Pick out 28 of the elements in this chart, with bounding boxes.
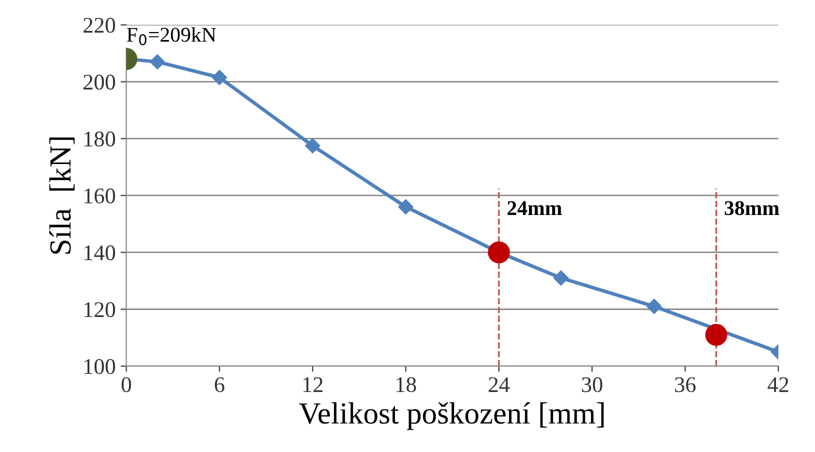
y-tick-label: 120 — [84, 302, 116, 318]
x-tick-label: 18 — [396, 377, 416, 392]
ref-line-label: 38mm — [724, 201, 780, 216]
y-tick-label: 140 — [84, 245, 116, 260]
y-tick-label: 100 — [84, 359, 116, 374]
point — [150, 54, 165, 70]
point — [398, 199, 414, 214]
y-tick-label: 220 — [84, 18, 116, 33]
x-tick-label: 0 — [122, 377, 132, 392]
point — [488, 241, 510, 264]
x-tick-label: 30 — [582, 377, 602, 392]
point — [646, 298, 662, 314]
x-tick-label: 42 — [768, 377, 788, 392]
x-tick-label: 24 — [488, 377, 510, 392]
point — [553, 270, 569, 286]
y-axis-title: Síla [kN] — [49, 138, 75, 254]
ref-line-label: 24mm — [508, 201, 562, 215]
x-axis-title: Velikost poškození [mm] — [299, 402, 604, 430]
y-tick-label: 200 — [84, 74, 116, 90]
x-tick-label: 6 — [214, 377, 224, 392]
point — [212, 70, 228, 86]
y-tick-label: 160 — [84, 188, 116, 204]
point — [305, 138, 320, 154]
x-tick-label: 12 — [303, 377, 322, 392]
point — [705, 324, 728, 346]
x-tick-label: 36 — [675, 377, 696, 392]
annotation: F$_{0}$=209kN — [126, 27, 216, 46]
y-tick-label: 180 — [84, 132, 116, 147]
